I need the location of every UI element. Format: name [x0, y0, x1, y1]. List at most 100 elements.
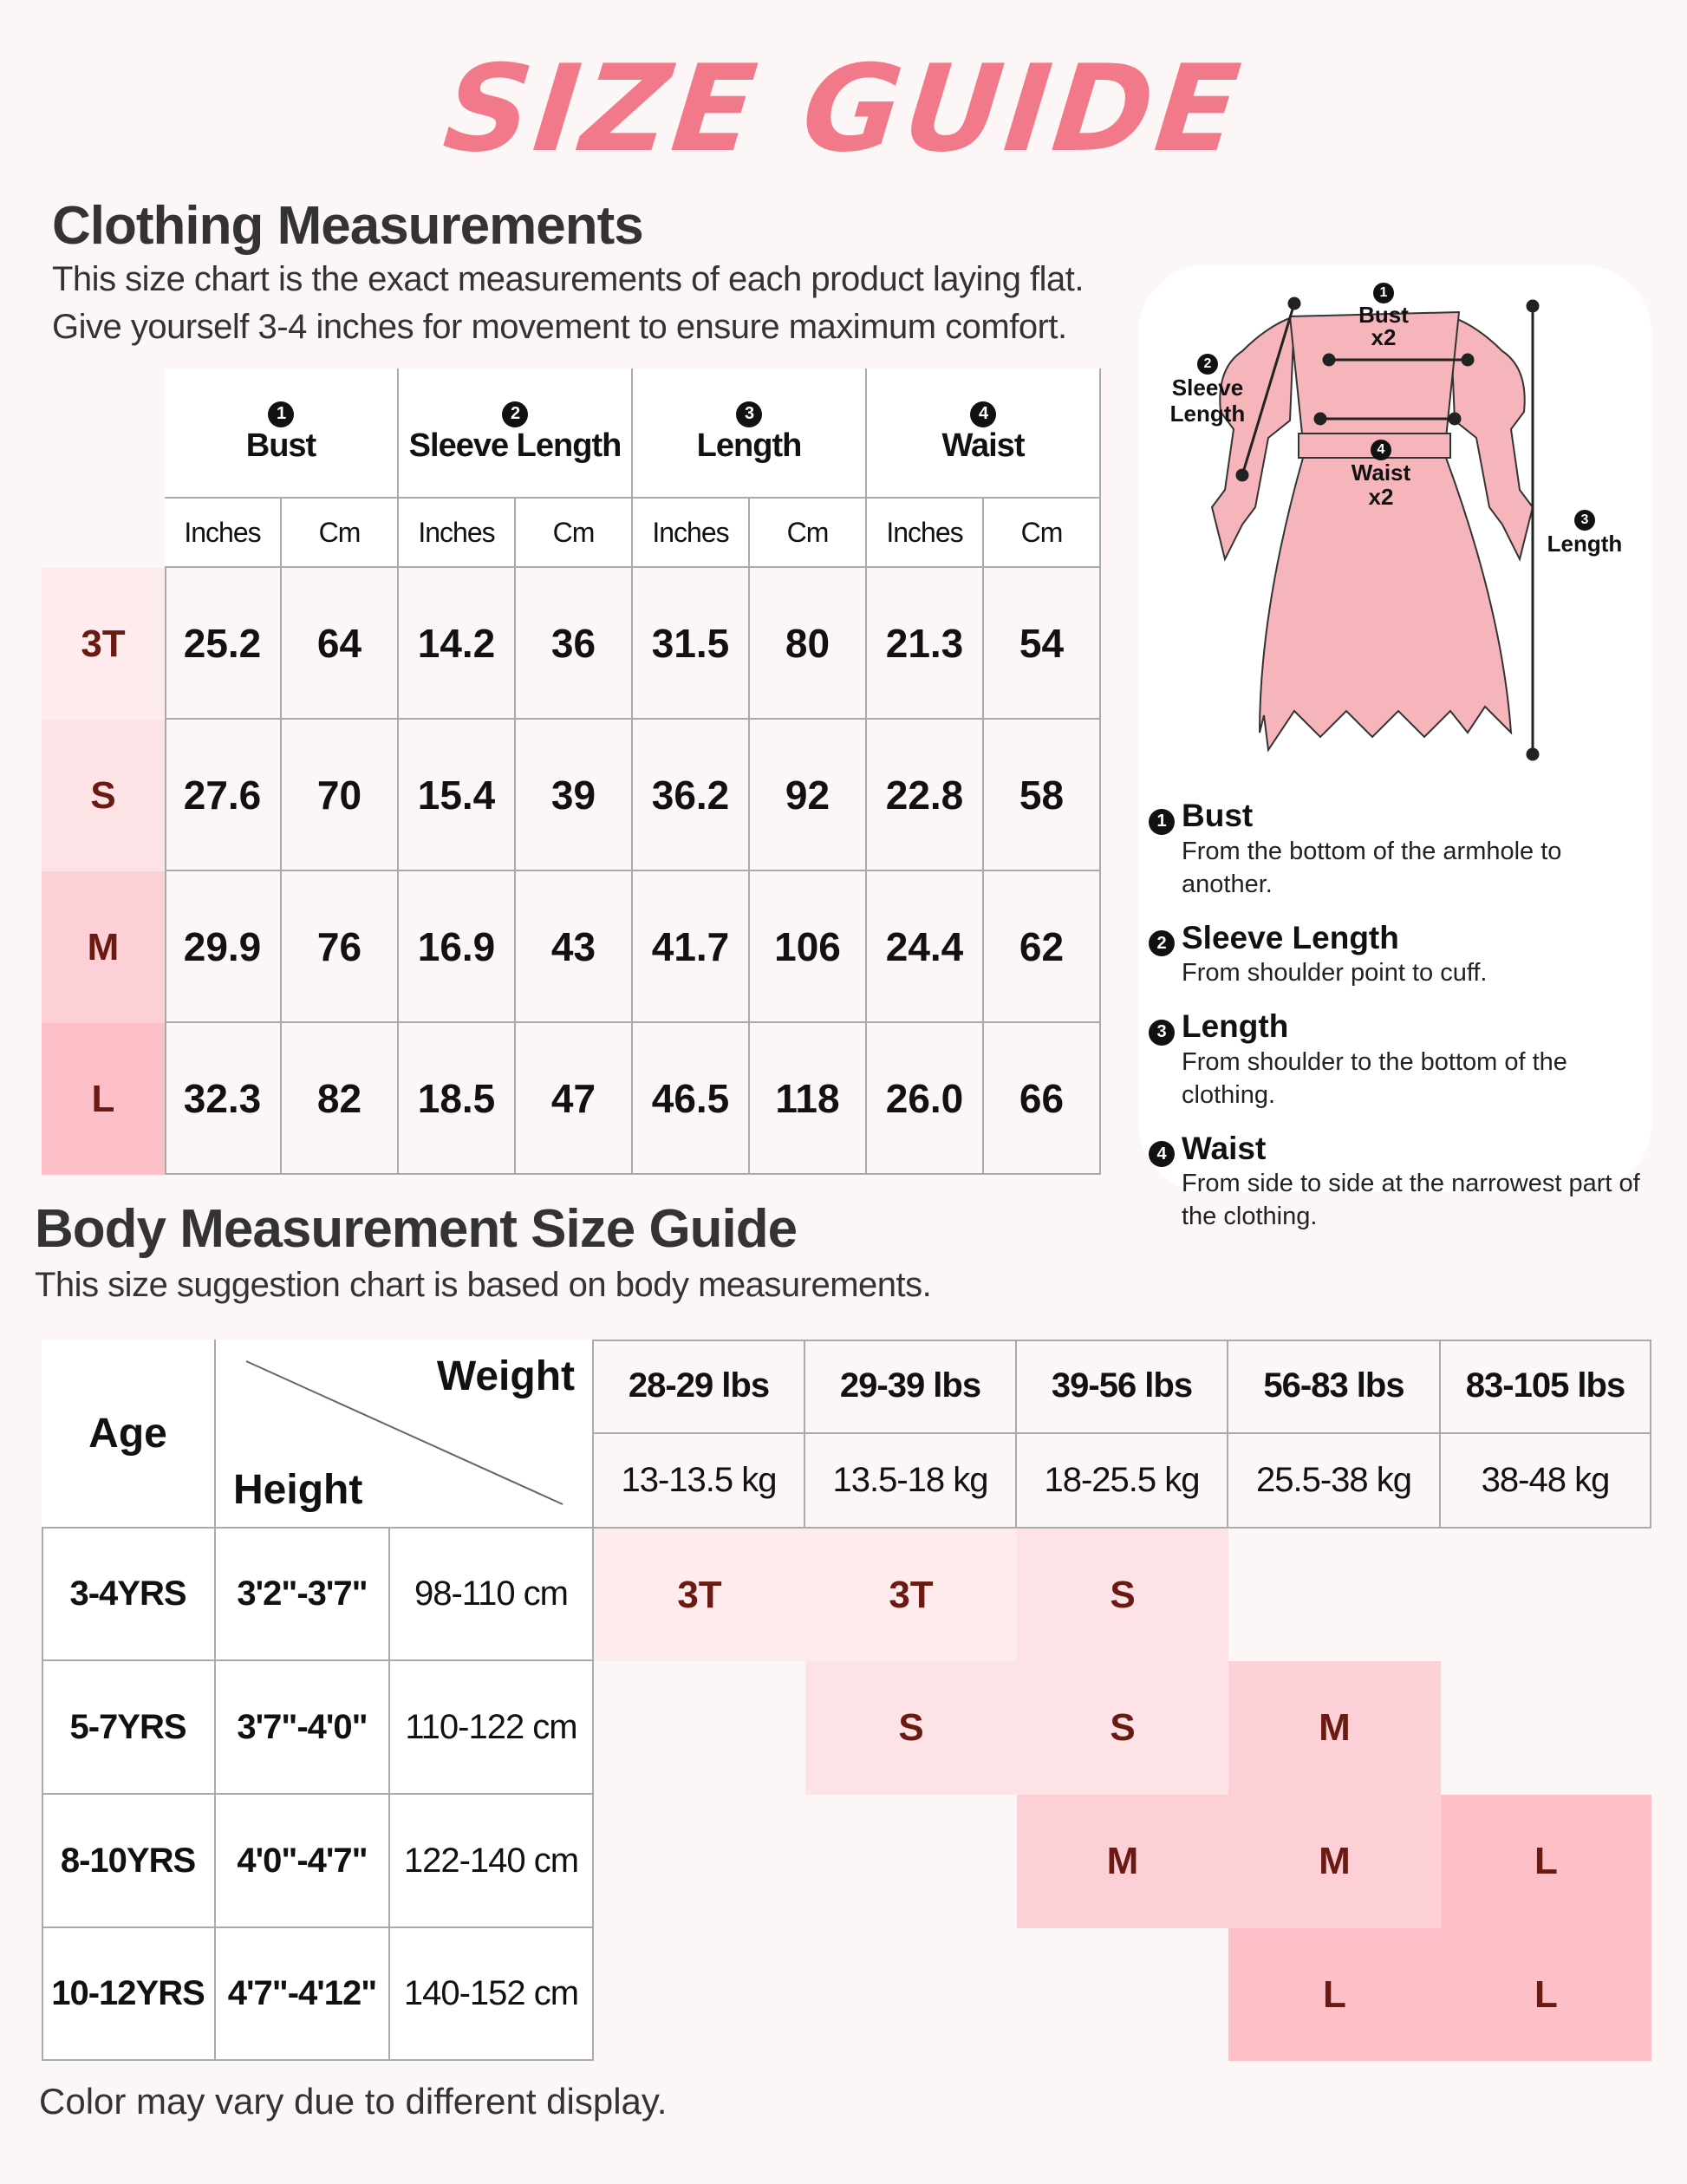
diagram-waist-label: 4 Waist x2 — [1346, 434, 1416, 509]
definition-item: 2 Sleeve Length From shoulder point to cuf… — [1149, 920, 1643, 990]
weight-kg-header: 13-13.5 kg — [594, 1434, 805, 1529]
unit-header: Cm — [282, 499, 399, 568]
diagram-length-label: 3 Length — [1537, 503, 1632, 557]
definition-text: From shoulder point to cuff. — [1182, 959, 1488, 987]
measurement-cell: 21.3 — [867, 568, 984, 720]
measurement-cell: 22.8 — [867, 720, 984, 871]
recommended-size-cell: L — [1228, 1928, 1441, 2061]
measurement-cell: 39 — [516, 720, 633, 871]
measurement-cell: 92 — [750, 720, 867, 871]
table-border — [594, 1340, 1651, 1529]
measurement-cell: 66 — [984, 1023, 1101, 1175]
measurement-cell: 64 — [282, 568, 399, 720]
number-badge-icon: 3 — [736, 401, 762, 427]
measurement-cell: 118 — [750, 1023, 867, 1175]
age-cell: 5-7YRS — [42, 1661, 216, 1795]
measurement-cell: 54 — [984, 568, 1101, 720]
definition-item: 3 Length From shoulder to the bottom of th… — [1149, 1008, 1643, 1112]
diagram-bust-label: 1 Bust x2 — [1353, 277, 1414, 349]
clothing-subtitle-1: This size chart is the exact measurement… — [52, 260, 1084, 298]
definition-item: 4 Waist From side to side at the narrowest… — [1149, 1131, 1643, 1234]
column-group-header: 3 Length — [633, 368, 867, 499]
unit-header: Inches — [165, 499, 282, 568]
weight-lbs-header: 29-39 lbs — [805, 1340, 1017, 1434]
weight-kg-header: 13.5-18 kg — [805, 1434, 1017, 1529]
definition-text: From the bottom of the armhole to anothe… — [1182, 837, 1562, 898]
column-group-header: 4 Waist — [867, 368, 1101, 499]
diagram-sleeve-label: 2 Sleeve Length — [1156, 347, 1260, 427]
measurement-cell: 43 — [516, 871, 633, 1023]
height-cm-cell: 122-140 cm — [390, 1795, 594, 1928]
age-cell: 10-12YRS — [42, 1928, 216, 2061]
measurement-cell: 31.5 — [633, 568, 750, 720]
column-group-label: Length — [696, 427, 803, 464]
number-badge-icon: 2 — [1149, 930, 1175, 956]
measurement-cell: 106 — [750, 871, 867, 1023]
clothing-heading: Clothing Measurements — [52, 196, 644, 256]
unit-header: Inches — [867, 499, 984, 568]
measurement-cell: 18.5 — [399, 1023, 516, 1175]
size-label: L — [42, 1023, 165, 1175]
height-inches-cell: 4'7"-4'12" — [216, 1928, 390, 2061]
recommended-size-cell: 3T — [594, 1529, 805, 1661]
column-group-label: Sleeve Length — [408, 427, 622, 464]
age-cell: 3-4YRS — [42, 1529, 216, 1661]
body-heading: Body Measurement Size Guide — [35, 1199, 798, 1259]
measurement-cell: 29.9 — [165, 871, 282, 1023]
weight-kg-header: 25.5-38 kg — [1228, 1434, 1441, 1529]
unit-header: Inches — [399, 499, 516, 568]
measurement-cell: 47 — [516, 1023, 633, 1175]
height-cm-cell: 140-152 cm — [390, 1928, 594, 2061]
definition-item: 1 Bust From the bottom of the armhole to a… — [1149, 798, 1643, 901]
measurement-cell: 80 — [750, 568, 867, 720]
definition-text: From side to side at the narrowest part … — [1182, 1170, 1640, 1230]
height-cm-cell: 110-122 cm — [390, 1661, 594, 1795]
body-subtitle: This size suggestion chart is based on b… — [35, 1266, 932, 1304]
recommended-size-cell: M — [1228, 1661, 1441, 1795]
weight-lbs-header: 39-56 lbs — [1017, 1340, 1228, 1434]
height-inches-cell: 3'7"-4'0" — [216, 1661, 390, 1795]
unit-header: Inches — [633, 499, 750, 568]
weight-label: Weight — [436, 1353, 575, 1399]
recommended-size-cell: 3T — [805, 1529, 1017, 1661]
measurement-cell: 46.5 — [633, 1023, 750, 1175]
size-label: M — [42, 871, 165, 1023]
weight-lbs-header: 83-105 lbs — [1441, 1340, 1651, 1434]
unit-header: Cm — [984, 499, 1101, 568]
measurement-cell: 27.6 — [165, 720, 282, 871]
definition-text: From shoulder to the bottom of the cloth… — [1182, 1047, 1567, 1109]
size-label: S — [42, 720, 165, 871]
recommended-size-cell: L — [1441, 1928, 1651, 2061]
measurement-cell: 15.4 — [399, 720, 516, 871]
definition-title: 2 Sleeve Length — [1149, 920, 1643, 956]
age-header: Age — [42, 1340, 216, 1529]
measurement-cell: 76 — [282, 871, 399, 1023]
column-group-label: Bust — [245, 427, 316, 464]
clothing-subtitle-2: Give yourself 3-4 inches for movement to… — [52, 308, 1067, 346]
measurement-cell: 41.7 — [633, 871, 750, 1023]
number-badge-icon: 4 — [1149, 1141, 1175, 1167]
recommended-size-cell: S — [1017, 1529, 1228, 1661]
measurement-cell: 14.2 — [399, 568, 516, 720]
measurement-cell: 24.4 — [867, 871, 984, 1023]
weight-lbs-header: 28-29 lbs — [594, 1340, 805, 1434]
recommended-size-cell: S — [805, 1661, 1017, 1795]
unit-header: Cm — [750, 499, 867, 568]
measurement-cell: 62 — [984, 871, 1101, 1023]
height-inches-cell: 4'0"-4'7" — [216, 1795, 390, 1928]
measurement-cell: 26.0 — [867, 1023, 984, 1175]
size-label: 3T — [42, 568, 165, 720]
measurement-cell: 36 — [516, 568, 633, 720]
column-group-header: 1 Bust — [165, 368, 399, 499]
height-cm-cell: 98-110 cm — [390, 1529, 594, 1661]
measurement-cell: 36.2 — [633, 720, 750, 871]
weight-kg-header: 38-48 kg — [1441, 1434, 1651, 1529]
definition-title: 1 Bust — [1149, 798, 1643, 835]
recommended-size-cell: M — [1228, 1795, 1441, 1928]
dress-illustration — [1210, 297, 1540, 761]
number-badge-icon: 4 — [970, 401, 996, 427]
measurement-cell: 70 — [282, 720, 399, 871]
height-inches-cell: 3'2"-3'7" — [216, 1529, 390, 1661]
number-badge-icon: 2 — [502, 401, 528, 427]
measurement-cell: 25.2 — [165, 568, 282, 720]
